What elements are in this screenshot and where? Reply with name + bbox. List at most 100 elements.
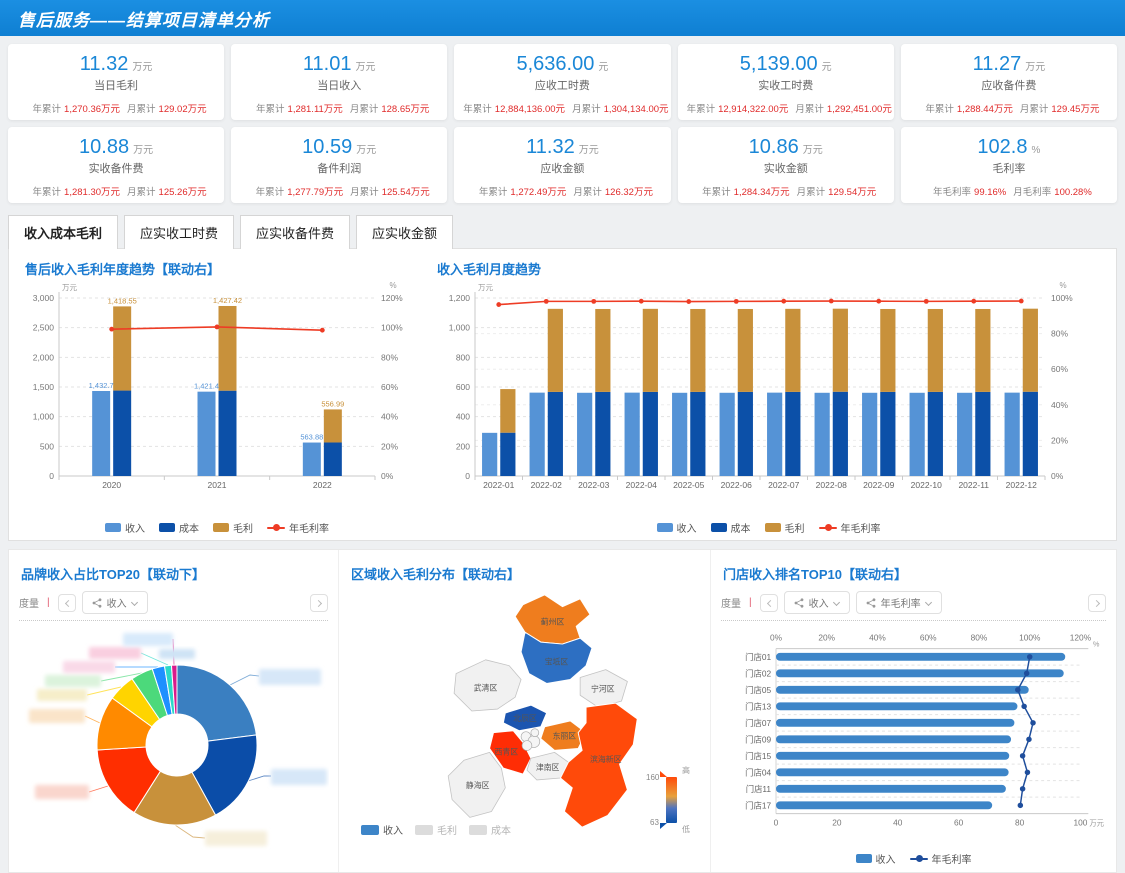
measure-chip-income[interactable]: 收入 (81, 591, 148, 614)
tab-labor-fee[interactable]: 应实收工时费 (124, 215, 235, 249)
bar-income (672, 392, 688, 476)
svg-text:滨海新区: 滨海新区 (590, 754, 622, 764)
district-binhai[interactable] (559, 702, 638, 828)
svg-text:200: 200 (456, 441, 470, 451)
district-baodi[interactable] (520, 631, 592, 684)
bar-cost (737, 391, 753, 476)
scroll-left-button[interactable] (57, 593, 76, 612)
store-panel-title: 门店收入排名TOP10【联动右】 (723, 567, 907, 582)
store-bar (776, 702, 1018, 711)
kpi-value: 11.01 (302, 53, 352, 75)
rate-point (638, 298, 644, 304)
svg-text:400: 400 (456, 412, 470, 422)
margin-point (1017, 802, 1024, 809)
tab-amount[interactable]: 应实收金额 (356, 215, 454, 249)
margin-point (1019, 786, 1026, 792)
tab-income-cost-profit[interactable]: 收入成本毛利 (8, 215, 119, 249)
monthly-trend-chart[interactable]: 0 200 400 600 800 1,000 1,200 0% 20% 40% 60% 80% 100… (423, 278, 1111, 516)
measure-chip-margin[interactable]: 年毛利率 (855, 591, 942, 614)
legend-item-bar[interactable]: 成本 (159, 520, 199, 535)
measure-chip-income[interactable]: 收入 (783, 591, 850, 614)
donut-slices[interactable] (96, 664, 258, 826)
svg-text:门店01: 门店01 (745, 652, 771, 662)
bar-profit (927, 308, 943, 392)
district-jizhou[interactable] (514, 594, 590, 645)
redacted-label (29, 709, 85, 723)
scroll-right-button[interactable] (1088, 593, 1106, 612)
region-map-panel: 区域收入毛利分布【联动右】 (339, 550, 711, 872)
legend-item-line[interactable]: 年毛利率 (909, 851, 972, 866)
legend-item-profit[interactable]: 毛利 (415, 822, 457, 837)
bar-cost (832, 391, 848, 476)
svg-text:2022-09: 2022-09 (863, 480, 894, 490)
svg-text:万元: 万元 (1089, 818, 1104, 827)
map-legend: 收入 毛利 成本 (361, 822, 511, 837)
redacted-label (45, 675, 101, 687)
svg-text:2022-08: 2022-08 (816, 480, 847, 490)
donut-slice (170, 664, 178, 715)
store-bar (776, 685, 1029, 694)
divider (19, 620, 328, 621)
svg-text:2022-06: 2022-06 (721, 480, 752, 490)
store-bars[interactable] (776, 652, 1066, 810)
kpi-label: 当日毛利 (94, 80, 139, 92)
color-scale-bar (666, 777, 677, 823)
kpi-label: 应收工时费 (534, 80, 590, 92)
legend-item-bar[interactable]: 毛利 (213, 520, 253, 535)
legend-item-bar[interactable]: 收入 (105, 520, 145, 535)
svg-text:宝坻区: 宝坻区 (544, 657, 568, 667)
bar-income (92, 390, 111, 476)
svg-text:40%: 40% (1051, 400, 1068, 410)
bar-cost (927, 391, 943, 476)
legend-item-line[interactable]: 年毛利率 (818, 520, 881, 535)
svg-text:2020: 2020 (102, 480, 121, 490)
legend-item-cost[interactable]: 成本 (469, 822, 511, 837)
region-panel-title: 区域收入毛利分布【联动右】 (351, 567, 521, 582)
tab-parts-fee[interactable]: 应实收备件费 (240, 215, 351, 249)
kpi-unit: 万元 (133, 145, 154, 156)
district-beichen[interactable] (502, 704, 547, 732)
svg-text:20%: 20% (818, 633, 835, 643)
legend-item-line[interactable]: 年毛利率 (267, 520, 329, 535)
bars[interactable] (482, 308, 1038, 476)
legend-item-bar[interactable]: 收入 (656, 520, 697, 535)
store-bar (776, 652, 1066, 661)
bar-income (1004, 392, 1020, 476)
bar-income (767, 392, 783, 476)
measure-icon (92, 597, 102, 608)
scroll-right-button[interactable] (310, 593, 328, 612)
legend-item-bar[interactable]: 收入 (855, 851, 896, 866)
store-measure-controls: 度量 | 收入 年毛利率 (721, 591, 1106, 614)
monthly-chart-legend: 收入 成本 毛利 年毛利率 (423, 519, 1114, 540)
label-leader-line (86, 686, 122, 696)
label-leader-line (174, 824, 206, 839)
district-xiqing[interactable] (488, 730, 531, 775)
bar-income (909, 392, 925, 476)
svg-text:0: 0 (49, 471, 54, 481)
kpi-label: 实收工时费 (758, 80, 814, 92)
divider (721, 620, 1106, 621)
bars[interactable]: 1,432.7 1,418.55 1,421.4 1,427.42 563.88 556.… (89, 296, 345, 476)
svg-text:门店15: 门店15 (745, 751, 771, 761)
store-bar (776, 735, 1012, 744)
legend-item-bar[interactable]: 成本 (710, 520, 751, 535)
caret-down-icon (834, 600, 840, 606)
store-bar (776, 784, 1006, 793)
legend-item-income[interactable]: 收入 (361, 822, 403, 837)
bottom-panels: 品牌收入占比TOP20【联动下】 度量 | 收入 区域收入毛利分布【联动右】 (8, 549, 1117, 873)
region-map[interactable]: 蓟州区 宝坻区 武清区 宁河区 北辰区 东丽区 西青区 津南区 滨海新区 静海区 (355, 583, 695, 841)
district-dongli[interactable] (539, 720, 587, 751)
bar-cost (975, 391, 991, 476)
brand-donut-chart[interactable] (19, 623, 329, 859)
bar-cost (690, 391, 706, 476)
district-wuqing[interactable] (453, 659, 521, 712)
district-ninghe[interactable] (579, 669, 628, 708)
yearly-trend-chart[interactable]: 0 500 1,000 1,500 2,000 2,500 3,000 0% 20% 40% 60%… (11, 278, 417, 516)
page-title: 售后服务——结算项目清单分析 (18, 10, 270, 30)
scroll-left-button[interactable] (759, 593, 778, 612)
kpi-unit: 万元 (1025, 62, 1046, 73)
store-rank-chart[interactable]: 0% 20% 40% 60% 80% 100% 120%% 门店01 门店02 门店05 门店13 门… (721, 623, 1106, 847)
district-jinghai[interactable] (447, 751, 506, 818)
label-leader-line (88, 785, 109, 793)
legend-item-bar[interactable]: 毛利 (764, 520, 805, 535)
